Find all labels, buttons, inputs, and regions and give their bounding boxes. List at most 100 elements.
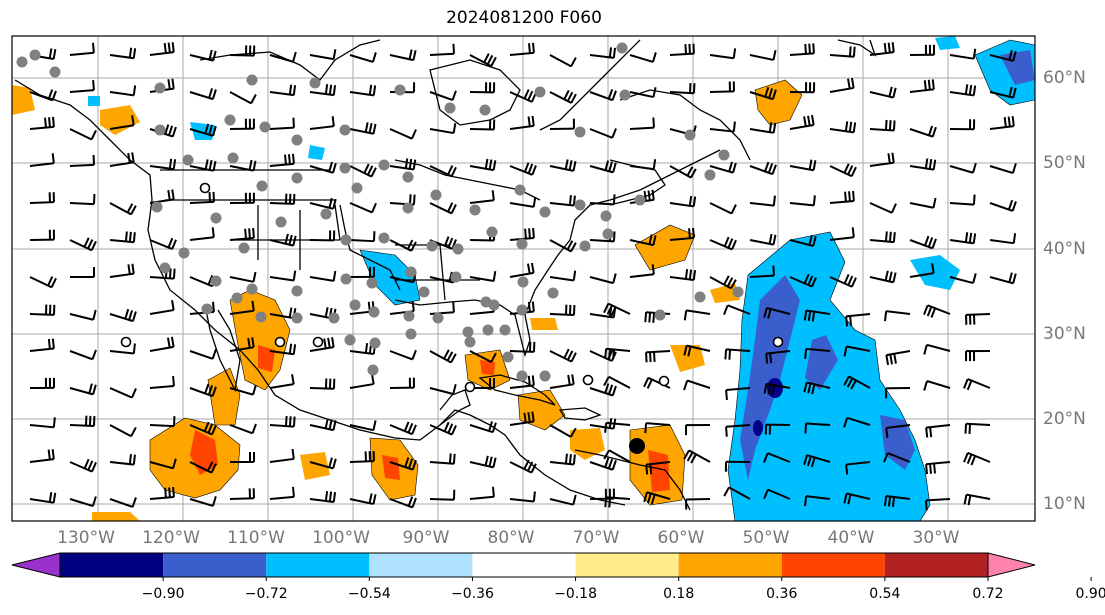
wind-barb [963,493,991,506]
wind-barb [29,449,55,463]
wind-barb [69,309,97,321]
station-dot [547,287,559,299]
wind-barb [69,458,97,473]
latitude-label: 10°N [1043,494,1086,514]
wind-barb [789,82,816,94]
wind-barb [269,117,295,130]
wind-barb [189,88,217,101]
wind-barb [629,234,657,247]
wind-barb [789,235,817,247]
wind-barb [149,300,175,315]
wind-barb [349,420,377,432]
wind-barb [909,197,937,209]
station-dot [444,102,456,114]
wind-barb [309,230,336,242]
station-dot [340,234,352,246]
wind-barb [989,86,1017,99]
wind-barb [109,231,136,244]
station-dot [291,285,303,297]
wind-barb [509,411,535,426]
wind-barb [603,302,631,317]
wind-barb [29,192,55,204]
station-dot [339,162,351,174]
wind-barb [869,202,897,214]
wind-barb [149,487,175,500]
wind-barb [229,337,255,352]
wind-barb [69,266,95,278]
wind-barb [604,496,631,508]
wind-barb [645,350,671,363]
wind-barb [349,493,377,506]
wind-barb [309,457,337,470]
station-dot [600,210,612,222]
wind-barb [29,89,57,102]
station-dot [574,199,586,211]
open-circle-marker [312,336,324,348]
wind-barb [669,165,697,179]
wind-barb [589,273,617,285]
station-dot [432,312,444,324]
wind-barb [949,48,977,60]
station-dot [394,84,406,96]
station-dot [328,312,340,324]
wind-barb [29,492,57,504]
station-dot [450,271,462,283]
wind-barb [29,304,56,316]
wind-barb [429,421,457,436]
wind-barb [389,496,417,509]
open-circle-marker [274,336,286,348]
wind-barb [429,302,455,315]
station-dot [514,184,526,196]
station-dot [579,240,591,252]
station-dot [231,292,243,304]
station-dot [405,328,417,340]
station-dot [291,312,303,324]
wind-barb [69,349,97,361]
station-dot [517,276,529,288]
station-dot [405,266,417,278]
wind-barb [109,424,137,438]
wind-barb [229,423,257,435]
wind-barb [189,461,217,474]
wind-barb [829,163,857,178]
wind-barb [909,158,937,171]
open-circle-marker [658,375,670,387]
wind-barb [109,308,137,323]
wind-barb [109,47,137,60]
wind-barb [723,304,751,315]
colorbar-tick-label: 0.90 [1075,586,1105,602]
wind-barb [509,491,536,503]
wind-barb [429,349,457,364]
station-dot [464,336,476,348]
wind-barb [869,231,896,244]
wind-barb [709,275,737,290]
station-dot [403,310,415,322]
colorbar-tick-label: −0.90 [141,586,185,602]
wind-barb [629,87,657,99]
wind-barb [549,304,576,317]
wind-barb [949,119,976,131]
wind-barb [589,457,617,471]
wind-barb [725,424,751,437]
wind-barb [629,264,655,278]
wind-barb [549,89,577,104]
colorbar-segment [678,553,782,577]
wind-barb [989,163,1017,175]
station-dot [366,277,378,289]
wind-barb [389,49,417,62]
station-dot [402,202,414,214]
wind-barb [763,488,791,500]
wind-barb [749,161,777,176]
wind-barb [803,454,831,468]
station-dot [369,337,381,349]
longitude-label: 80°W [487,528,535,548]
colorbar-segment [781,553,885,577]
station-dot [309,77,321,89]
station-dot [574,126,586,138]
station-dot [619,89,631,101]
wind-barb [643,491,671,505]
wind-barb [963,378,991,391]
station-dot [246,74,258,86]
colorbar-segment [472,553,576,577]
